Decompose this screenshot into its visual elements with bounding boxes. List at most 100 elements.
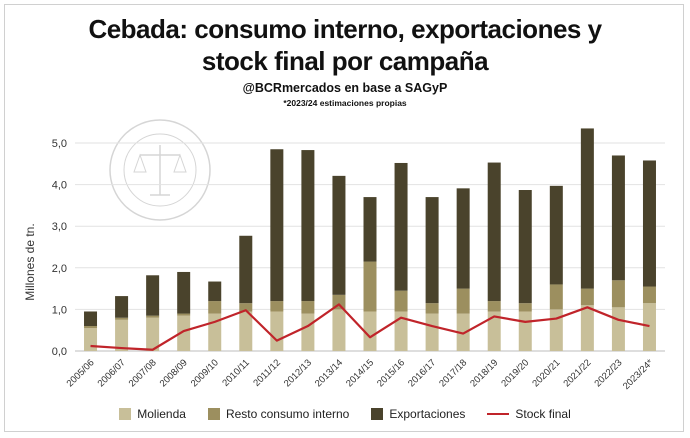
y-tick-label: 2,0 (52, 263, 67, 275)
x-tick-label: 2014/15 (344, 357, 376, 389)
y-tick-label: 1,0 (52, 304, 67, 316)
bar-molienda (580, 305, 594, 351)
x-tick-label: 2009/10 (189, 357, 221, 389)
bar-molienda (363, 311, 377, 351)
bar-exportaciones (363, 197, 377, 262)
chart-subtitle: @BCRmercados en base a SAGyP (242, 81, 448, 95)
bar-exportaciones (84, 311, 98, 327)
chart-frame (4, 4, 684, 432)
bar-exportaciones (115, 296, 129, 318)
bar-resto-consumo (580, 288, 594, 306)
bar-molienda (146, 317, 160, 351)
x-tick-label: 2015/16 (375, 357, 407, 389)
bar-molienda (518, 311, 532, 351)
legend-item-exportaciones: Exportaciones (371, 407, 465, 421)
x-tick-label: 2008/09 (158, 357, 190, 389)
bar-exportaciones (332, 175, 346, 295)
bar-molienda (611, 307, 625, 351)
bar-resto-consumo (177, 313, 191, 316)
legend-item-stock: Stock final (487, 407, 571, 421)
chart-note: *2023/24 estimaciones propias (283, 98, 407, 108)
bar-resto-consumo (487, 301, 501, 312)
bar-exportaciones (549, 185, 563, 285)
bar-resto-consumo (239, 303, 253, 312)
bar-molienda (549, 309, 563, 351)
bar-molienda (642, 303, 656, 351)
x-tick-label: 2012/13 (282, 357, 314, 389)
x-tick-label: 2019/20 (499, 357, 531, 389)
seal-watermark (109, 119, 211, 221)
chart-title-line1: Cebada: consumo interno, exportaciones y (88, 14, 602, 44)
x-tick-label: 2010/11 (220, 357, 252, 389)
x-tick-label: 2018/19 (468, 357, 500, 389)
x-tick-label: 2007/08 (127, 357, 159, 389)
chart-legend: Molienda Resto consumo interno Exportaci… (0, 407, 690, 421)
legend-swatch-stock (487, 413, 510, 415)
x-tick-label: 2011/12 (251, 357, 283, 389)
bar-molienda (270, 311, 284, 351)
bar-resto-consumo (84, 326, 98, 329)
bar-resto-consumo (394, 290, 408, 312)
x-tick-label: 2005/06 (65, 357, 97, 389)
bar-resto-consumo (208, 301, 222, 314)
bar-exportaciones (208, 281, 222, 302)
bar-molienda (487, 311, 501, 351)
x-tick-label: 2016/17 (406, 357, 438, 389)
y-axis-label: Millones de tn. (23, 223, 37, 300)
bar-resto-consumo (363, 261, 377, 312)
bar-resto-consumo (456, 288, 470, 314)
bar-exportaciones (425, 197, 439, 304)
y-tick-label: 4,0 (52, 180, 67, 192)
legend-swatch-molienda (119, 408, 132, 420)
bar-molienda (394, 311, 408, 351)
bar-exportaciones (456, 188, 470, 289)
x-tick-label: 2023/24* (621, 357, 656, 392)
bar-resto-consumo (611, 280, 625, 308)
bar-resto-consumo (549, 284, 563, 310)
bar-molienda (332, 309, 346, 351)
bar-molienda (301, 313, 315, 351)
y-tick-label: 5,0 (52, 138, 67, 150)
x-tick-label: 2017/18 (437, 357, 469, 389)
x-tick-label: 2020/21 (530, 357, 562, 389)
bar-exportaciones (580, 128, 594, 289)
bar-exportaciones (642, 160, 656, 287)
bar-exportaciones (487, 162, 501, 302)
legend-item-resto: Resto consumo interno (207, 407, 350, 421)
bar-resto-consumo (115, 317, 129, 320)
chart-title-line2: stock final por campaña (201, 46, 489, 76)
bar-exportaciones (301, 150, 315, 302)
legend-label-exportaciones: Exportaciones (389, 407, 466, 421)
legend-label-resto: Resto consumo interno (225, 407, 350, 421)
bar-resto-consumo (642, 286, 656, 304)
bar-exportaciones (270, 149, 284, 302)
legend-swatch-resto (207, 408, 220, 420)
bar-exportaciones (518, 190, 532, 304)
x-tick-label: 2021/22 (561, 357, 593, 389)
legend-label-molienda: Molienda (137, 407, 186, 421)
y-tick-label: 3,0 (52, 221, 67, 233)
bar-exportaciones (177, 271, 191, 314)
bar-exportaciones (239, 235, 253, 304)
bar-resto-consumo (146, 315, 160, 318)
x-tick-label: 2022/23 (592, 357, 624, 389)
bar-molienda (177, 315, 191, 351)
bar-resto-consumo (425, 303, 439, 314)
bar-exportaciones (394, 162, 408, 291)
bar-molienda (239, 311, 253, 351)
bar-resto-consumo (518, 303, 532, 312)
bar-exportaciones (611, 155, 625, 281)
legend-label-stock: Stock final (515, 407, 571, 421)
bar-molienda (84, 328, 98, 351)
bar-resto-consumo (270, 301, 284, 312)
x-tick-label: 2006/07 (96, 357, 128, 389)
bar-resto-consumo (301, 301, 315, 314)
x-tick-label: 2013/14 (313, 357, 345, 389)
bar-exportaciones (146, 275, 160, 316)
bar-molienda (115, 319, 129, 351)
legend-item-molienda: Molienda (119, 407, 186, 421)
y-tick-label: 0,0 (52, 346, 67, 358)
bar-molienda (425, 313, 439, 351)
legend-swatch-exportaciones (371, 408, 384, 420)
